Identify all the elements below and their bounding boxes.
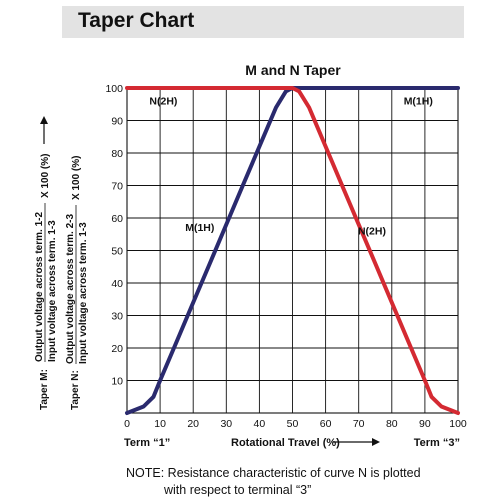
y-tick-label: 100	[105, 83, 123, 95]
x-right-end-label: Term “3”	[414, 437, 460, 449]
y-label-m-multiplier: X 100 (%)	[40, 154, 51, 198]
page-title: Taper Chart	[78, 9, 195, 32]
x-tick-label: 90	[419, 418, 431, 430]
y-tick-label: 80	[111, 148, 123, 160]
y-tick-label: 30	[111, 311, 123, 323]
y-tick-label: 90	[111, 116, 123, 128]
y-label-n-numerator: Output voltage across term. 2-3	[65, 214, 76, 364]
y-tick-label: 50	[111, 246, 123, 258]
x-axis-arrow-icon	[333, 438, 380, 446]
x-tick-label: 50	[287, 418, 299, 430]
y-label-taper-n: Taper N:	[70, 370, 81, 410]
x-tick-label: 20	[187, 418, 199, 430]
x-tick-label: 80	[386, 418, 398, 430]
y-tick-label: 60	[111, 213, 123, 225]
y-label-n-multiplier: X 100 (%)	[71, 156, 82, 200]
curve-annotation: M(1H)	[404, 95, 433, 107]
header-band	[62, 6, 464, 38]
curve-annotation: N(2H)	[149, 95, 177, 107]
series-line	[125, 86, 460, 415]
x-left-end-label: Term “1”	[124, 437, 170, 449]
curve-annotation: M(1H)	[185, 222, 214, 234]
y-tick-label: 40	[111, 278, 123, 290]
y-tick-label: 20	[111, 343, 123, 355]
x-tick-label: 100	[449, 418, 467, 430]
y-tick-label: 70	[111, 181, 123, 193]
y-tick-label: 10	[111, 376, 123, 388]
note-line-1: NOTE: Resistance characteristic of curve…	[126, 466, 421, 480]
y-axis-arrow-icon	[40, 116, 48, 144]
y-label-m-numerator: Output voltage across term. 1-2	[34, 212, 45, 362]
y-label-taper-m: Taper M:	[39, 369, 50, 410]
x-tick-label: 70	[353, 418, 365, 430]
x-tick-label: 40	[254, 418, 266, 430]
x-tick-label: 60	[320, 418, 332, 430]
y-label-m-denominator: Input voltage across term. 1-3	[47, 220, 58, 362]
note-line-2: with respect to terminal “3”	[164, 483, 312, 497]
curve-annotation: N(2H)	[358, 225, 386, 237]
x-tick-label: 0	[124, 418, 130, 430]
chart-title: M and N Taper	[245, 62, 341, 78]
series-line	[125, 86, 460, 415]
y-label-n-denominator: Input voltage across term. 1-3	[78, 222, 89, 364]
chart-note: NOTE: Resistance characteristic of curve…	[126, 465, 421, 499]
x-tick-label: 30	[220, 418, 232, 430]
x-axis-label: Rotational Travel (%)	[231, 437, 340, 449]
x-tick-label: 10	[154, 418, 166, 430]
